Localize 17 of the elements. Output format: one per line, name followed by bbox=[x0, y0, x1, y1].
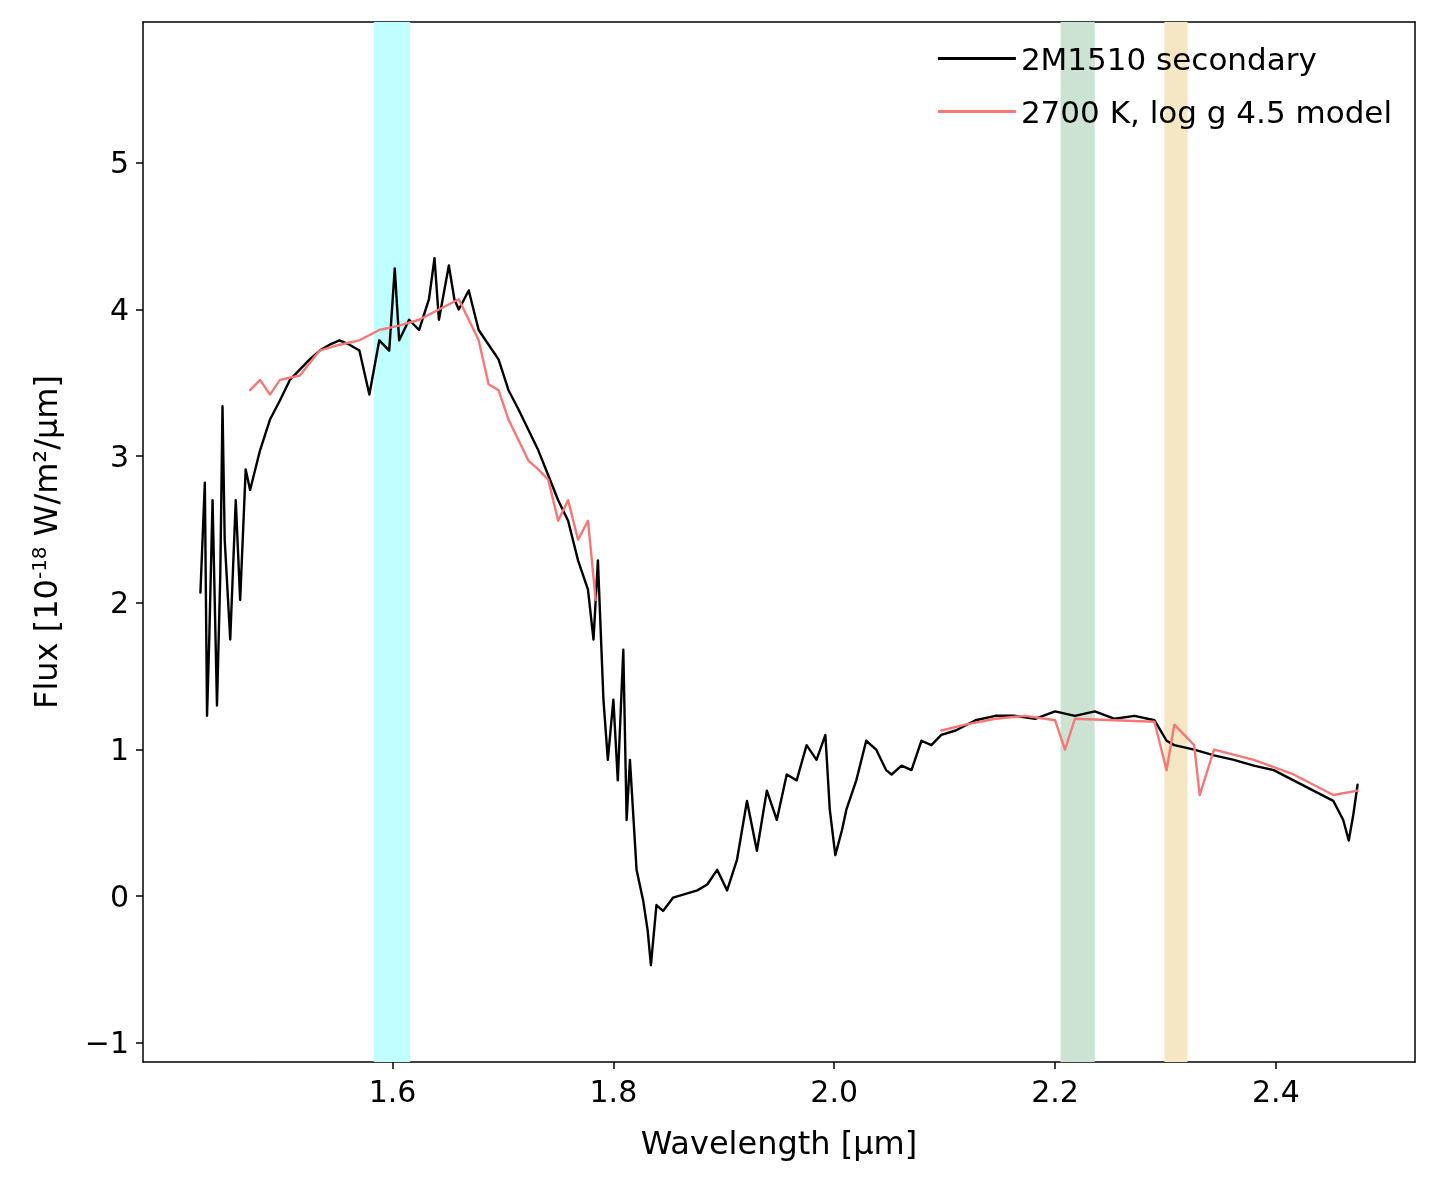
y-tick-label: 3 bbox=[109, 438, 129, 474]
y-tick-label: 5 bbox=[109, 145, 129, 181]
x-tick-label: 2.4 bbox=[1252, 1073, 1300, 1109]
y-tick-label: −1 bbox=[84, 1025, 129, 1061]
legend-label: 2700 K, log g 4.5 model bbox=[1020, 93, 1392, 130]
y-axis-title: Flux [10-18 W/m²/μm] bbox=[27, 375, 65, 709]
y-tick-label: 1 bbox=[109, 732, 129, 768]
x-axis-title: Wavelength [μm] bbox=[640, 1124, 918, 1162]
y-tick-label: 4 bbox=[109, 292, 129, 327]
x-tick-label: 2.0 bbox=[810, 1073, 859, 1109]
x-tick-label: 2.2 bbox=[1031, 1073, 1079, 1109]
line-series bbox=[199, 256, 1359, 967]
x-tick-label: 1.8 bbox=[589, 1073, 638, 1109]
legend-label: 2M1510 secondary bbox=[1020, 40, 1317, 77]
y-tick-label: 0 bbox=[109, 878, 129, 914]
x-tick-label: 1.6 bbox=[368, 1073, 417, 1109]
y-tick-label: 2 bbox=[109, 585, 129, 621]
